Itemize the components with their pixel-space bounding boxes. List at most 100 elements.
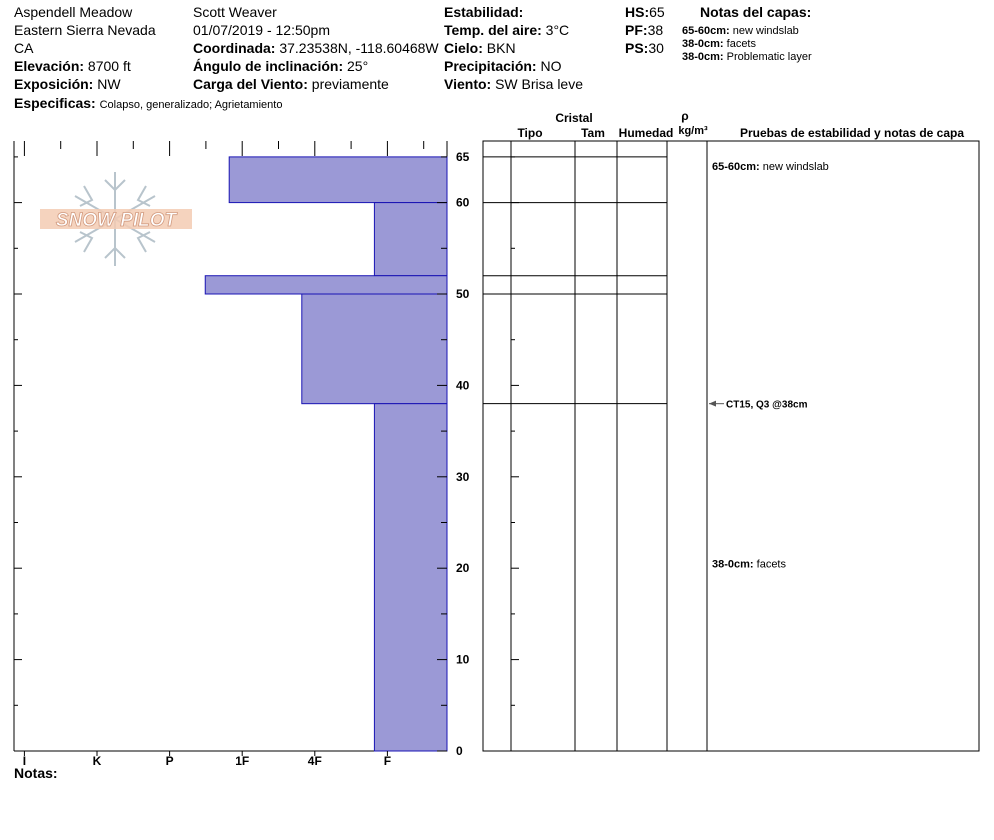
layer-table <box>482 140 980 752</box>
type-header: Tipo <box>517 126 542 140</box>
hs-label: HS: <box>625 4 650 20</box>
aspect: Exposición: NW <box>14 76 121 92</box>
elevation-value: 8700 ft <box>87 58 131 74</box>
snowpilot-logo: SNOW PILOT <box>40 172 192 266</box>
density-symbol: ρ <box>681 109 688 123</box>
precipitation: Precipitación: NO <box>444 58 561 74</box>
ps-label: PS: <box>625 40 649 56</box>
coordinates-label: Coordinada: <box>193 40 276 56</box>
test-arrow-icon <box>709 400 716 407</box>
layer-comment: 38-0cm: facets <box>712 558 786 570</box>
specifics: Especificas: Colapso, generalizado; Agri… <box>14 95 282 112</box>
pf-label: PF: <box>625 22 648 38</box>
hardness-bars <box>204 156 448 752</box>
state: CA <box>14 40 34 56</box>
wind-loading-label: Carga del Viento: <box>193 76 308 92</box>
ps-value: 30 <box>648 40 664 56</box>
layer-note: 38-0cm: Problematic layer <box>682 51 812 63</box>
sky-value: BKN <box>486 40 516 56</box>
stability-label: Estabilidad: <box>444 4 524 20</box>
sky-label: Cielo: <box>444 40 483 56</box>
specifics-label: Especificas: <box>14 95 96 111</box>
layer-comment-text: new windslab <box>763 161 829 173</box>
depth-label: 30 <box>456 470 470 484</box>
depth-label: 60 <box>456 196 470 210</box>
pf-value: 38 <box>647 22 664 38</box>
hardness-label: P <box>166 754 174 768</box>
layer-table-border <box>482 140 980 752</box>
air-temp-label: Temp. del aire: <box>444 22 542 38</box>
depth-label: 50 <box>456 287 470 301</box>
wind-value: SW Brisa leve <box>495 76 584 92</box>
wind-loading-value: previamente <box>311 76 389 92</box>
layer-note: 38-0cm: facets <box>682 38 756 50</box>
layer-note-range: 65-60cm: <box>682 25 730 37</box>
slope-value: 25° <box>347 58 369 74</box>
depth-axis-ticks: 0 10 20 30 40 50 60 65 <box>14 150 470 758</box>
precip-value: NO <box>540 58 562 74</box>
layer-note-text: new windslab <box>732 25 799 37</box>
hardness-bar <box>301 293 448 405</box>
specifics-value: Colapso, generalizado; Agrietamiento <box>99 99 283 111</box>
layer-notes-title: Notas del capas: <box>700 4 812 20</box>
logo-text: SNOW PILOT <box>56 210 178 231</box>
crystal-header: Cristal <box>555 111 592 125</box>
layer-comment-text: facets <box>757 558 787 570</box>
hardness-label: I <box>23 754 26 768</box>
aspect-label: Exposición: <box>14 76 94 92</box>
wind-label: Viento: <box>444 76 492 92</box>
observer-name: Scott Weaver <box>193 4 277 20</box>
layer-comments: 65-60cm: new windslab 38-0cm: facets <box>712 161 829 571</box>
layer-note-range: 38-0cm: <box>682 38 724 50</box>
aspect-value: NW <box>97 76 121 92</box>
location-name: Aspendell Meadow <box>14 4 133 20</box>
depth-label: 10 <box>456 653 470 667</box>
stability-tests: CT15, Q3 @38cm <box>709 400 808 411</box>
tests-header: Pruebas de estabilidad y notas de capa <box>740 126 964 140</box>
precip-label: Precipitación: <box>444 58 537 74</box>
layer-comment: 65-60cm: new windslab <box>712 161 829 173</box>
stability: Estabilidad: <box>444 4 523 20</box>
sky-cover: Cielo: BKN <box>444 40 516 56</box>
layer-comment-range: 65-60cm: <box>712 161 763 173</box>
mountain-range: Eastern Sierra Nevada <box>14 22 156 38</box>
elevation: Elevación: 8700 ft <box>14 58 131 74</box>
slope-angle: Ángulo de inclinación: 25° <box>193 58 368 74</box>
air-temp-value: 3°C <box>545 22 570 38</box>
snow-height: HS:65 <box>625 4 665 20</box>
stability-test-result: CT15, Q3 @38cm <box>726 400 808 411</box>
coordinates: Coordinada: 37.23538N, -118.60468W <box>193 40 439 56</box>
depth-label: 40 <box>456 378 470 392</box>
depth-label: 0 <box>456 744 463 758</box>
layer-note: 65-60cm: new windslab <box>682 25 799 37</box>
slope-label: Ángulo de inclinación: <box>193 58 344 74</box>
air-temperature: Temp. del aire: 3°C <box>444 22 569 38</box>
depth-label: 20 <box>456 561 470 575</box>
layer-note-range: 38-0cm: <box>682 51 724 63</box>
hardness-bar <box>204 275 448 295</box>
hs-value: 65 <box>649 4 665 20</box>
moisture-header: Humedad <box>619 126 674 140</box>
depth-label: 65 <box>456 150 470 164</box>
hardness-bar <box>228 156 448 204</box>
crystal-grid-ticks <box>511 156 519 752</box>
ps-depth: PS:30 <box>625 40 664 56</box>
pit-depth: PF:38 <box>625 22 663 38</box>
hardness-label: F <box>384 754 391 768</box>
hardness-top-ticks <box>23 141 425 156</box>
wind-loading: Carga del Viento: previamente <box>193 76 389 92</box>
hardness-label: 1F <box>235 754 249 768</box>
layer-comment-range: 38-0cm: <box>712 558 757 570</box>
hardness-label: K <box>93 754 102 768</box>
hardness-axis-ticks: I K P 1F 4F F <box>23 751 391 768</box>
elevation-label: Elevación: <box>14 58 85 74</box>
density-unit: kg/m³ <box>678 125 708 137</box>
notes-label: Notas: <box>14 765 58 781</box>
hardness-bar <box>373 403 448 752</box>
layer-boundaries <box>483 156 667 405</box>
hardness-bar <box>373 202 448 277</box>
date-time: 01/07/2019 - 12:50pm <box>193 22 330 38</box>
wind: Viento: SW Brisa leve <box>444 76 583 92</box>
size-header: Tam <box>581 126 605 140</box>
